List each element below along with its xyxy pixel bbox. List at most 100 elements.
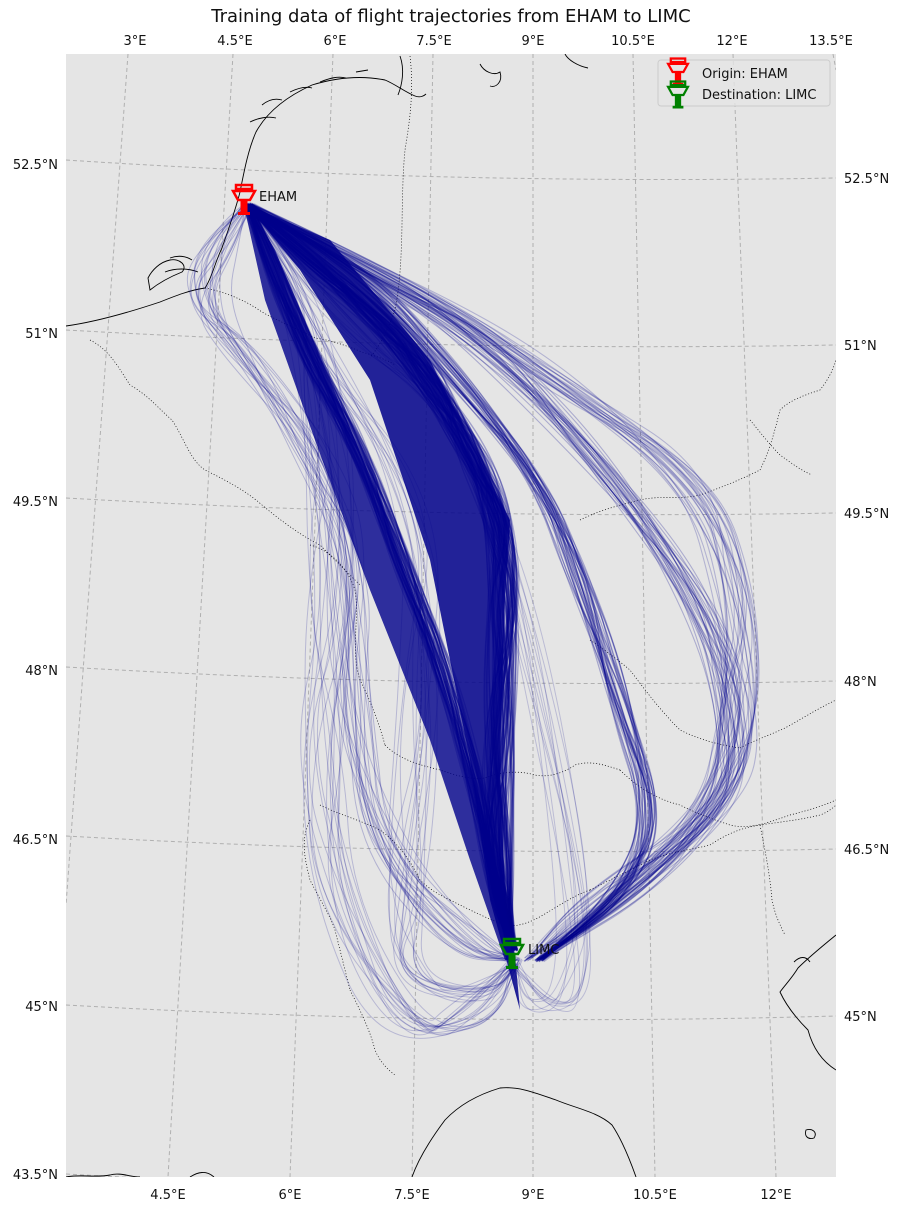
trajectory-line bbox=[251, 203, 741, 960]
trajectory-line bbox=[243, 204, 730, 963]
trajectory-line bbox=[249, 204, 720, 959]
trajectory-line bbox=[253, 203, 743, 961]
trajectory-line bbox=[250, 204, 647, 961]
trajectory-line bbox=[243, 202, 510, 1027]
trajectory-line bbox=[244, 205, 731, 962]
tick-label: 46.5°N bbox=[844, 843, 889, 858]
trajectory-line bbox=[253, 205, 750, 959]
trajectory-line bbox=[247, 202, 756, 959]
tick-label: 9°E bbox=[522, 34, 545, 49]
trajectory-line bbox=[246, 204, 727, 961]
trajectory-line bbox=[248, 204, 653, 962]
trajectory-line bbox=[248, 203, 748, 962]
origin-marker: EHAM bbox=[231, 183, 297, 217]
trajectory-line bbox=[251, 203, 728, 959]
trajectory-line bbox=[203, 204, 517, 959]
trajectory-line bbox=[249, 204, 641, 962]
tick-label: 45°N bbox=[844, 1010, 877, 1025]
trajectory-line bbox=[248, 204, 651, 960]
trajectory-line bbox=[243, 204, 752, 961]
tick-label: 49.5°N bbox=[844, 507, 889, 522]
trajectory-line bbox=[252, 205, 727, 962]
trajectory-line bbox=[252, 205, 516, 1021]
trajectory-line bbox=[251, 202, 742, 959]
trajectory-line bbox=[241, 203, 514, 993]
legend-box bbox=[657, 59, 831, 107]
trajectory-line bbox=[249, 203, 658, 960]
trajectory-line bbox=[249, 206, 729, 960]
trajectory-line bbox=[244, 205, 748, 959]
trajectory-line bbox=[242, 205, 760, 961]
trajectory-core bbox=[248, 205, 520, 1010]
trajectory-line bbox=[246, 204, 649, 960]
trajectory-line bbox=[249, 204, 728, 960]
trajectory-line bbox=[244, 205, 740, 963]
tick-label: 4.5°E bbox=[217, 34, 252, 49]
map-title: Training data of flight trajectories fro… bbox=[211, 6, 691, 27]
trajectory-line bbox=[248, 205, 735, 961]
latitude-ticks-right: 52.5°N 51°N 49.5°N 48°N 46.5°N 45°N bbox=[844, 172, 889, 1025]
trajectory-line bbox=[198, 206, 520, 959]
trajectory-line bbox=[248, 204, 647, 960]
trajectory-line bbox=[250, 204, 646, 962]
trajectory-line bbox=[245, 203, 638, 961]
trajectory-line bbox=[219, 204, 511, 959]
tick-label: 4.5°E bbox=[150, 1188, 185, 1203]
trajectory-line bbox=[246, 203, 651, 962]
trajectory-line bbox=[244, 205, 640, 961]
tick-label: 10.5°E bbox=[611, 34, 655, 49]
trajectory-line bbox=[247, 205, 746, 961]
trajectory-line bbox=[247, 203, 743, 961]
tick-label: 10.5°E bbox=[633, 1188, 677, 1203]
trajectory-line bbox=[246, 203, 650, 961]
trajectory-line bbox=[245, 204, 644, 961]
trajectory-line bbox=[199, 206, 520, 961]
trajectory-line bbox=[251, 204, 654, 962]
trajectory-line bbox=[214, 202, 520, 962]
legend-origin-label: Origin: EHAM bbox=[702, 67, 788, 82]
trajectory-line bbox=[247, 206, 745, 961]
trajectory-line bbox=[247, 204, 657, 960]
tick-label: 51°N bbox=[844, 339, 877, 354]
tick-label: 48°N bbox=[844, 675, 877, 690]
trajectory-line bbox=[209, 206, 517, 960]
trajectory-line bbox=[200, 204, 510, 959]
trajectory-line bbox=[250, 203, 656, 960]
tick-label: 6°E bbox=[324, 34, 347, 49]
trajectory-line bbox=[244, 206, 735, 961]
trajectory-line bbox=[246, 206, 736, 962]
tick-label: 45°N bbox=[25, 1000, 58, 1015]
trajectory-line bbox=[205, 202, 512, 961]
trajectory-line bbox=[245, 202, 753, 959]
trajectory-line bbox=[251, 203, 719, 959]
trajectory-line bbox=[243, 205, 511, 991]
trajectory-line bbox=[190, 203, 518, 961]
tick-label: 48°N bbox=[25, 664, 58, 679]
trajectory-line bbox=[246, 202, 741, 961]
trajectory-line bbox=[244, 203, 736, 963]
trajectory-line bbox=[248, 205, 744, 961]
trajectory-line bbox=[252, 204, 722, 962]
trajectory-line bbox=[247, 205, 643, 962]
tick-label: 52.5°N bbox=[13, 158, 58, 173]
trajectory-line bbox=[246, 205, 640, 961]
tick-label: 51°N bbox=[25, 327, 58, 342]
trajectory-line bbox=[246, 205, 736, 960]
destination-airport-label: LIMC bbox=[528, 943, 559, 958]
trajectory-line bbox=[246, 202, 757, 960]
trajectory-line bbox=[253, 203, 754, 962]
longitude-ticks-top: 3°E 4.5°E 6°E 7.5°E 9°E 10.5°E 12°E 13.5… bbox=[124, 34, 853, 49]
trajectory-line bbox=[244, 204, 655, 960]
trajectory-line bbox=[242, 202, 740, 962]
country-borders bbox=[89, 55, 836, 1076]
trajectory-line bbox=[242, 204, 730, 961]
trajectory-line bbox=[242, 206, 733, 961]
trajectory-line bbox=[214, 204, 520, 962]
legend-destination-label: Destination: LIMC bbox=[702, 88, 816, 103]
trajectory-line bbox=[247, 203, 518, 991]
trajectory-line bbox=[248, 206, 726, 962]
trajectory-line bbox=[207, 204, 517, 961]
trajectory-line bbox=[244, 203, 652, 962]
trajectory-line bbox=[241, 206, 746, 962]
trajectory-line bbox=[250, 205, 758, 962]
